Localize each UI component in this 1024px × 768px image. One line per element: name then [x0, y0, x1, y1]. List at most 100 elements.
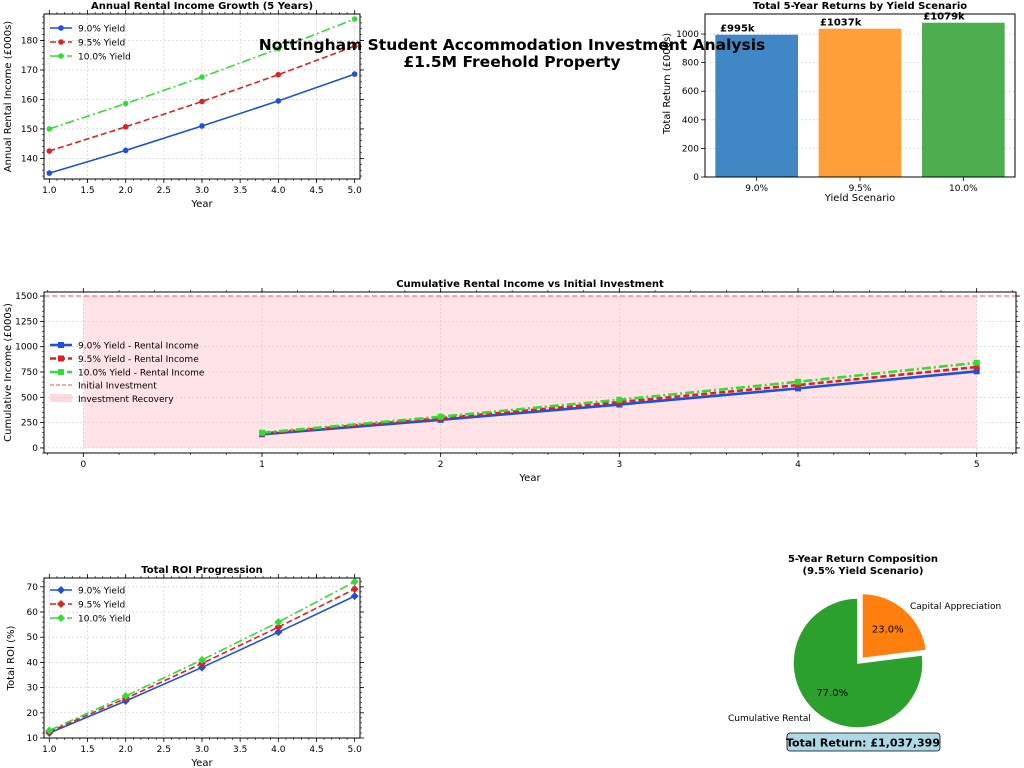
tick-label-x: 1.0 — [42, 745, 57, 755]
legend-marker-1 — [57, 586, 65, 594]
data-point-series-1 — [46, 170, 53, 176]
data-point-series-1 — [199, 123, 205, 129]
tick-label-y: 70 — [27, 583, 39, 593]
y-axis-label: Total ROI (%) — [6, 626, 17, 692]
chart-title: Total 5-Year Returns by Yield Scenario — [753, 1, 967, 12]
data-point-series-1 — [351, 71, 358, 77]
data-point-series-2 — [274, 623, 283, 632]
pie-slice-name: Capital Appreciation — [910, 602, 1001, 612]
data-point-series-1 — [122, 147, 129, 154]
chart-returns: 0 200 400 600 800 1000 9.0% £995k 9.5% £1037k 10.0… — [662, 1, 1016, 204]
data-point-series-2 — [795, 382, 802, 389]
tick-label-y: 200 — [682, 144, 699, 154]
tick-label-y: 160 — [21, 95, 38, 105]
data-point-series-3 — [274, 618, 283, 627]
data-point-series-1 — [275, 98, 282, 104]
data-point-series-3 — [199, 74, 205, 80]
tick-label-x: 1.5 — [80, 745, 94, 755]
chart-composition: 23.0% 77.0% Capital Appreciation Cumulative… — [728, 554, 1001, 752]
chart-cumulative: 0 1 2 3 4 5 0 250 500 750 1000 1250 1500 Initial Inve… — [3, 279, 1020, 484]
legend-marker-3 — [57, 614, 65, 622]
tick-label-y: 170 — [21, 66, 38, 76]
data-point-series-2 — [122, 124, 129, 130]
legend-label: 9.5% Yield - Rental Income — [78, 355, 199, 365]
tick-label-x: 4.0 — [271, 186, 286, 196]
legend-marker-3 — [58, 369, 64, 375]
tick-label-x: 0 — [80, 460, 86, 470]
tick-label-x: 3.5 — [233, 745, 247, 755]
data-point-series-3 — [258, 429, 265, 436]
data-point-series-3 — [45, 726, 54, 735]
figure-title-line1: Nottingham Student Accommodation Investm… — [259, 36, 766, 54]
chart-title: Total ROI Progression — [141, 565, 263, 576]
tick-label-x: 3.5 — [233, 186, 247, 196]
bar-1 — [715, 34, 798, 178]
data-point-series-2 — [275, 71, 282, 78]
data-point-series-3 — [973, 359, 980, 366]
chart-title: Annual Rental Income Growth (5 Years) — [91, 1, 313, 12]
data-point-series-3 — [350, 577, 359, 586]
x-axis-label: Year — [190, 758, 213, 768]
tick-label-y: 140 — [21, 154, 38, 164]
legend-label: 10.0% Yield - Rental Income — [78, 369, 205, 379]
bar-value-label: £995k — [720, 24, 755, 35]
data-point-series-2 — [46, 148, 53, 154]
pie-slice-name: Cumulative Rental — [728, 714, 811, 724]
data-point-series-3 — [121, 691, 130, 700]
bar-2 — [818, 28, 902, 178]
tick-label-y: 60 — [27, 608, 39, 618]
series-line-3 — [49, 581, 356, 732]
tick-label-x: 2.5 — [157, 745, 171, 755]
legend-label: 9.5% Yield — [78, 39, 125, 49]
data-point-series-2 — [351, 43, 358, 49]
legend-swatch-recovery — [50, 394, 72, 402]
chart-income: 1.0 1.5 2.0 2.5 3.0 3.5 4.0 4.5 5.0 140 150 160 170 1… — [3, 1, 364, 210]
legend-marker-3 — [58, 53, 64, 59]
tick-label-y: 10 — [27, 734, 39, 744]
tick-label-x: 5.0 — [347, 186, 362, 196]
tick-label-x: 4.5 — [309, 186, 323, 196]
legend-label: 9.5% Yield — [78, 601, 125, 611]
total-return-label: Total Return: £1,037,399 — [786, 737, 940, 750]
pie-percent-label: 23.0% — [872, 625, 904, 636]
tick-label-x: 3.0 — [195, 745, 210, 755]
legend-label: Initial Investment — [78, 382, 157, 392]
bar-value-label: £1037k — [820, 18, 862, 29]
tick-label-x: 2.5 — [157, 186, 171, 196]
tick-label-y: 180 — [21, 37, 38, 47]
tick-label-x: 3.0 — [195, 186, 210, 196]
data-point-series-3 — [351, 16, 358, 22]
x-axis-label: Yield Scenario — [824, 193, 895, 204]
tick-label-x: 10.0% — [949, 184, 978, 194]
bar-3 — [922, 22, 1005, 178]
chart-title: 5-Year Return Composition — [788, 554, 938, 565]
tick-label-x: 1.0 — [42, 186, 57, 196]
tick-label-y: 1000 — [15, 343, 38, 353]
legend-label: 9.0% Yield — [78, 25, 125, 35]
charts-layer: 1.0 1.5 2.0 2.5 3.0 3.5 4.0 4.5 5.01401501601701… — [3, 1, 1020, 768]
tick-label-y: 0 — [32, 444, 38, 454]
chart-subtitle: (9.5% Yield Scenario) — [803, 566, 924, 577]
legend-marker-1 — [58, 342, 64, 348]
data-point-series-3 — [46, 126, 53, 132]
tick-label-x: 1 — [259, 460, 265, 470]
data-point-series-3 — [275, 45, 282, 52]
tick-label-y: 50 — [27, 633, 39, 643]
data-point-series-3 — [122, 100, 129, 107]
tick-label-y: 40 — [27, 658, 39, 668]
bar-value-label: £1079k — [923, 12, 965, 23]
tick-label-y: 600 — [682, 87, 699, 97]
data-point-series-3 — [198, 655, 206, 664]
tick-label-y: 0 — [693, 173, 699, 183]
tick-label-y: 150 — [21, 125, 38, 135]
legend-marker-2 — [57, 600, 65, 608]
y-axis-label: Cumulative Income (£000s) — [3, 303, 14, 442]
data-point-series-2 — [199, 98, 205, 105]
legend-marker-1 — [58, 25, 64, 31]
tick-label-x: 9.0% — [745, 184, 768, 194]
data-point-series-1 — [274, 628, 283, 637]
axes-frame — [43, 291, 1017, 454]
tick-label-x: 4.5 — [309, 745, 323, 755]
tick-label-x: 5 — [974, 460, 980, 470]
tick-label-x: 1.5 — [80, 186, 94, 196]
